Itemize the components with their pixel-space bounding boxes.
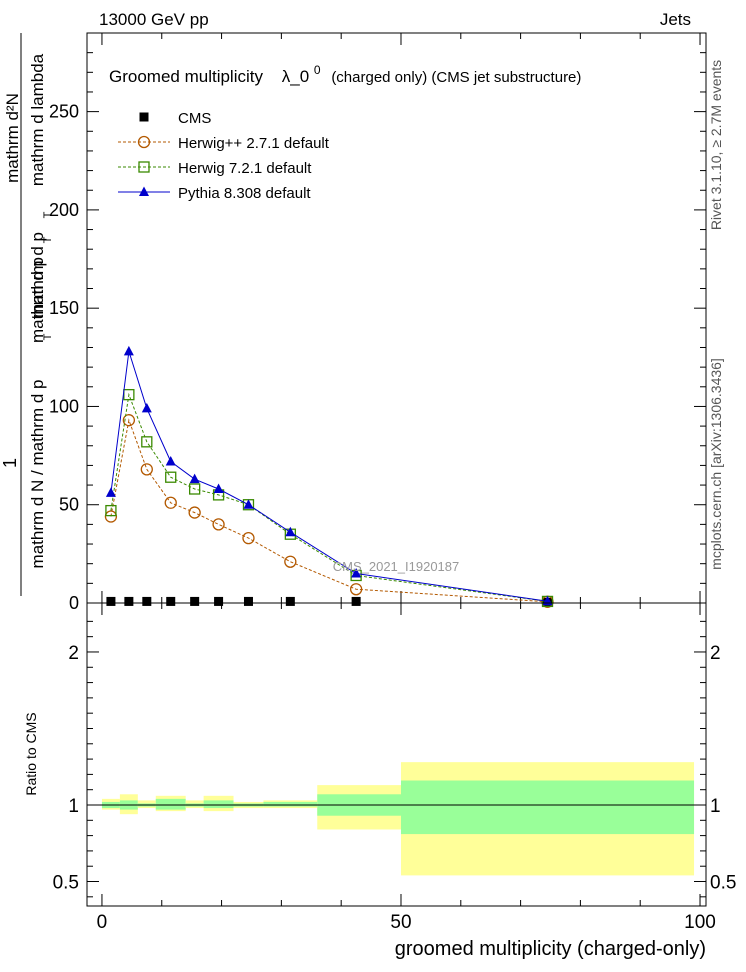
ylabel-denominator-2: mathrm d p	[28, 257, 47, 343]
legend-label-pythia-8-308-default: Pythia 8.308 default	[178, 185, 311, 202]
ratio-y-tick-label: 0.5	[53, 873, 79, 894]
data-point-pythia-8-308-default	[213, 483, 224, 493]
data-point-herwig-2-7-1-default	[212, 518, 225, 531]
y-tick-label: 200	[49, 200, 79, 220]
data-point-herwig-7-2-1-default	[141, 436, 153, 448]
xlabel: groomed multiplicity (charged-only)	[395, 938, 706, 960]
data-point-cms	[124, 596, 134, 606]
data-point-cms	[214, 596, 224, 606]
main-series-group	[104, 345, 554, 608]
energy-label: 13000 GeV pp	[99, 10, 209, 29]
data-point-herwig-7-2-1-default	[165, 471, 177, 483]
data-point-herwig-2-7-1-default	[188, 506, 201, 519]
x-tick-label: 50	[390, 912, 411, 933]
data-point-pythia-8-308-default	[165, 455, 176, 466]
plot-title-main: Groomed multiplicity	[109, 67, 263, 86]
data-point-cms	[243, 596, 253, 606]
mcplots-label: mcplots.cern.ch [arXiv:1306.3436]	[708, 358, 724, 570]
data-point-herwig-7-2-1-default	[189, 483, 201, 495]
y-tick-label: 150	[49, 298, 79, 318]
y-tick-label: 100	[49, 396, 79, 416]
plot-title-symbol: λ_0	[282, 67, 309, 86]
ratio-stat-band	[263, 801, 318, 807]
data-point-herwig-2-7-1-default	[284, 555, 297, 568]
legend: CMS Herwig++ 2.7.1 default Herwig 7.2.1 de…	[118, 110, 330, 202]
legend-marker-cms	[139, 112, 149, 122]
legend-marker-herwig-2-7-1-default	[137, 135, 151, 149]
data-point-pythia-8-308-default	[351, 568, 362, 578]
ratio-y-tick-label-right: 2	[710, 643, 721, 664]
ratio-y-tick-label-right: 0.5	[710, 873, 736, 894]
ratio-stat-band	[400, 780, 695, 835]
ratio-y-tick-label: 2	[68, 643, 79, 664]
data-point-herwig-7-2-1-default	[105, 504, 117, 517]
data-point-cms	[190, 596, 200, 606]
data-point-cms	[166, 596, 176, 606]
data-point-cms	[106, 596, 116, 606]
ylabel-denominator: mathrm d N / mathrm d p	[28, 380, 47, 569]
series-line-pythia-8-308-default	[110, 351, 548, 602]
data-point-pythia-8-308-default	[105, 487, 116, 497]
ylabel-numerator-2: mathrm d p	[28, 232, 47, 318]
x-tick-label: 0	[97, 912, 108, 933]
ratio-bands	[101, 762, 695, 876]
data-point-herwig-2-7-1-default	[104, 510, 118, 523]
data-point-cms	[142, 596, 152, 606]
rivet-label: Rivet 3.1.10, ≥ 2.7M events	[708, 60, 724, 230]
ratio-axis-ticks: 0.5 0.5 1 1 2 2 0 50 100	[53, 603, 736, 933]
ylabel-numerator-sub: T	[42, 211, 54, 218]
data-point-pythia-8-308-default	[243, 499, 254, 509]
legend-marker-pythia-8-308-default	[139, 186, 149, 196]
x-tick-label: 100	[684, 912, 716, 933]
data-point-herwig-2-7-1-default	[140, 463, 153, 476]
y-tick-label: 50	[59, 495, 79, 515]
ratio-plot-panel: 0.5 0.5 1 1 2 2 0 50 100 Ratio to CMS groomed mu…	[23, 602, 736, 960]
legend-label-herwig-2-7-1-default: Herwig++ 2.7.1 default	[178, 135, 330, 152]
legend-label-herwig-7-2-1-default: Herwig 7.2.1 default	[178, 160, 312, 177]
main-plot-panel: 0 50 100 150 200 250 CMS_2021_I1920187 Groome…	[49, 32, 707, 613]
ratio-y-tick-label: 1	[68, 796, 79, 817]
data-point-herwig-2-7-1-default	[164, 496, 177, 509]
series-line-herwig-2-7-1-default	[110, 418, 548, 603]
ratio-plot-frame	[86, 602, 707, 907]
data-point-pythia-8-308-default	[189, 473, 200, 484]
main-ylabel: 1 mathrm d²N mathrm d p T mathrm d lambd…	[0, 33, 54, 596]
ylabel-prefix: 1	[0, 458, 20, 468]
data-point-cms	[285, 596, 295, 606]
plot-title-superscript: 0	[314, 63, 321, 77]
y-tick-label: 0	[69, 593, 79, 613]
ratio-y-tick-label-right: 1	[710, 796, 721, 817]
plot-title-suffix: (charged only) (CMS jet substructure)	[331, 69, 581, 86]
analysis-watermark: CMS_2021_I1920187	[333, 559, 460, 574]
data-point-pythia-8-308-default	[285, 526, 296, 537]
ratio-ylabel: Ratio to CMS	[23, 712, 39, 795]
main-axis-ticks: 0 50 100 150 200 250	[49, 33, 706, 613]
legend-label-cms: CMS	[178, 110, 211, 127]
legend-marker-herwig-7-2-1-default	[138, 161, 150, 173]
ratio-stat-band	[155, 798, 186, 810]
ylabel-numerator-3: mathrm d lambda	[28, 53, 47, 186]
process-label: Jets	[660, 10, 691, 29]
data-point-pythia-8-308-default	[141, 402, 152, 413]
ratio-stat-band	[203, 800, 234, 809]
data-point-herwig-2-7-1-default	[242, 531, 255, 545]
ylabel-denominator-sub-2: T	[42, 236, 54, 243]
data-point-pythia-8-308-default	[123, 345, 134, 356]
ylabel-numerator: mathrm d²N	[3, 93, 22, 183]
plot-title: Groomed multiplicity λ_0 0 (charged only…	[109, 59, 581, 86]
ylabel-denominator-sub: T	[42, 333, 54, 340]
data-point-herwig-2-7-1-default	[349, 583, 363, 596]
y-tick-label: 250	[49, 102, 79, 122]
data-point-herwig-2-7-1-default	[122, 414, 136, 427]
data-point-cms	[351, 596, 361, 606]
series-line-herwig-7-2-1-default	[110, 392, 548, 602]
